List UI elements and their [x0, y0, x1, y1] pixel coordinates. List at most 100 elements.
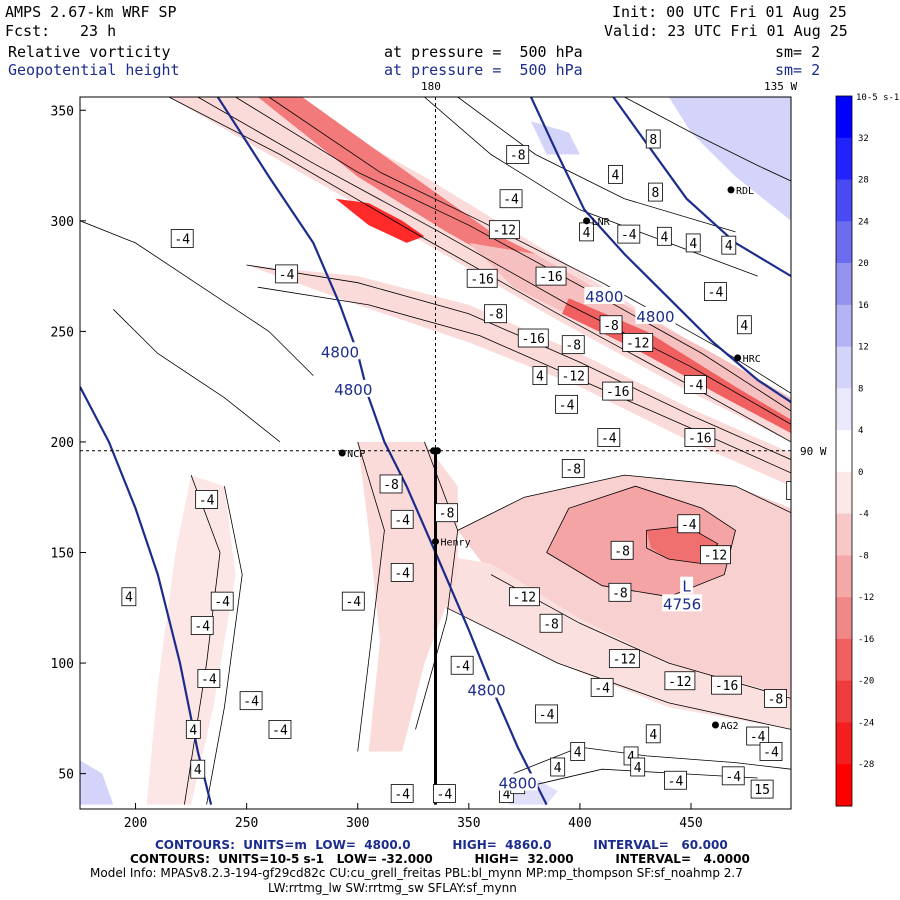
- vorticity-contour-16: [646, 525, 719, 565]
- vorticity-label-text: -8: [565, 339, 581, 354]
- forecast-label: Fcst:: [5, 22, 51, 40]
- vorticity-label: -8: [484, 304, 507, 324]
- vorticity-label-box: [570, 742, 586, 761]
- vorticity-label: -16: [517, 328, 549, 348]
- height-label-bg: [497, 773, 538, 791]
- vorticity-label: -4: [197, 669, 221, 688]
- vorticity-label-text: -12: [668, 675, 691, 690]
- vorticity-contour-4: [424, 97, 758, 277]
- vorticity-label: -12: [557, 366, 589, 386]
- vorticity-label: -4: [721, 766, 745, 786]
- band-west-pink: [146, 475, 236, 805]
- vorticity-contour-7: [257, 286, 791, 474]
- vorticity-label-box: [721, 766, 745, 786]
- vorticity-label-text: -8: [603, 319, 619, 334]
- vorticity-label-text: -8: [543, 617, 559, 632]
- vorticity-label-text: -4: [214, 595, 230, 610]
- vorticity-label: -12: [664, 671, 696, 691]
- vorticity-label: -4: [432, 784, 456, 803]
- vorticity-label-text: -4: [503, 193, 519, 208]
- x-tick-label: 350: [457, 816, 480, 831]
- vorticity-contour-9: [206, 486, 243, 805]
- colorbar-label: 32: [858, 134, 869, 144]
- colorbar-label: 24: [858, 217, 869, 227]
- station-label: AG2: [720, 721, 738, 732]
- colorbar-label: -28: [858, 760, 874, 770]
- colorbar-label: 12: [858, 343, 869, 353]
- vorticity-label-text: 4: [194, 763, 202, 778]
- vorticity-label-box: [610, 540, 634, 560]
- y-tick-label: 250: [51, 325, 74, 340]
- height-label-bg: [680, 576, 694, 594]
- vorticity-label-text: -4: [621, 228, 637, 243]
- vorticity-contour-11: [415, 441, 459, 730]
- vorticity-label: 4: [532, 366, 548, 386]
- height-label-text: 4800: [636, 308, 674, 326]
- blue-ne: [668, 97, 791, 221]
- vorticity-label-text: -4: [725, 770, 741, 785]
- height-label-bg: [319, 342, 360, 360]
- colorbar-label: 0: [858, 468, 863, 478]
- vorticity-label-text: 4: [627, 750, 635, 765]
- vorticity-label-text: -16: [688, 432, 711, 447]
- vorticity-label: -4: [664, 770, 687, 790]
- vorticity-label: -4: [746, 726, 770, 746]
- vorticity-label: -4: [617, 224, 641, 244]
- station-label: HRC: [743, 354, 761, 365]
- vorticity-label-text: -4: [201, 673, 217, 688]
- blue-top: [531, 121, 580, 155]
- vorticity-contour-2: [235, 97, 791, 412]
- height-label-bg: [662, 594, 703, 612]
- vorticity-label: 8: [645, 129, 661, 149]
- vorticity-label-text: -4: [272, 723, 288, 738]
- vorticity-label-text: 4: [189, 723, 197, 738]
- vorticity-label-text: -8: [790, 485, 806, 500]
- vorticity-label-box: [539, 613, 563, 633]
- vorticity-label-text: -4: [594, 681, 610, 696]
- vorticity-label: -8: [561, 459, 585, 478]
- vorticity-label: 8: [648, 182, 663, 202]
- colorbar-label: 16: [858, 301, 869, 311]
- height-label-text: 4800: [468, 682, 506, 700]
- vorticity-contour-10: [357, 441, 385, 752]
- colorbar-label: -4: [858, 510, 869, 520]
- vorticity-contour-1: [197, 97, 791, 425]
- vorticity-label-text: -4: [394, 513, 410, 528]
- valid-time: Valid: 23 UTC Fri 01 Aug 25: [604, 22, 848, 40]
- vorticity-label-box: [499, 189, 523, 209]
- vorticity-label: -4: [759, 742, 783, 761]
- vorticity-label: 4: [645, 724, 661, 744]
- vorticity-label-text: -4: [394, 788, 410, 803]
- vorticity-label-text: -8: [614, 544, 630, 559]
- vorticity-contour-5: [457, 97, 736, 233]
- vorticity-label-box: [750, 779, 774, 799]
- vorticity-label: -4: [275, 264, 299, 284]
- vorticity-label-box: [390, 784, 414, 803]
- vorticity-label-box: [275, 264, 299, 284]
- vorticity-label-box: [700, 545, 731, 565]
- vorticity-label-box: [121, 587, 137, 607]
- vorticity-label: 4: [608, 164, 623, 184]
- vorticity-label-box: [684, 375, 707, 394]
- vorticity-label-box: [648, 182, 663, 202]
- colorbar-segment: [836, 346, 852, 389]
- vorticity-label-box: [379, 474, 403, 494]
- vorticity-label-box: [555, 394, 578, 414]
- vorticity-label-text: 4: [634, 761, 642, 776]
- vorticity-contour-19: [513, 746, 791, 774]
- height-label-bg: [333, 379, 374, 397]
- colorbar-segment: [836, 764, 852, 807]
- y-tick-label: 100: [51, 657, 74, 672]
- vorticity-label: 4: [736, 315, 752, 335]
- station-label: RDL: [736, 186, 754, 197]
- model-info: Model Info: MPASv8.2.3-194-gf29cd82c CU:…: [90, 866, 743, 880]
- vorticity-label-box: [170, 229, 194, 248]
- height-label-text: L: [682, 578, 691, 596]
- vorticity-label-text: -4: [688, 378, 704, 393]
- vorticity-label-text: -4: [601, 432, 617, 447]
- vorticity-contour-17: [80, 220, 314, 376]
- colorbar-segment: [836, 555, 852, 598]
- vorticity-label: -4: [677, 514, 701, 534]
- vorticity-label-text: -4: [243, 695, 259, 710]
- y-axis-ticks: 50 100 150 200 250 300 350: [51, 104, 86, 783]
